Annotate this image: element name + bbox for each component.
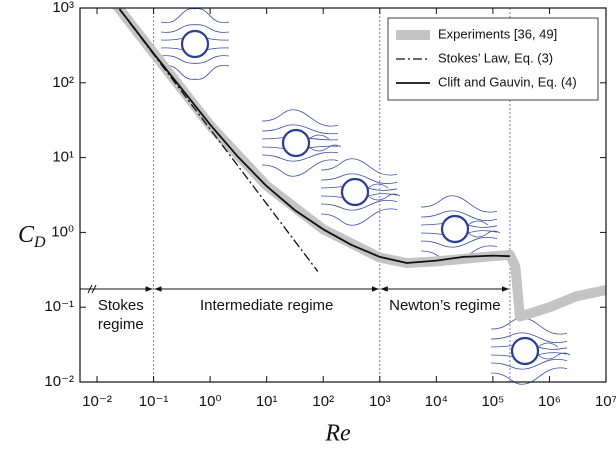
y-tick-label: 10¹ — [52, 149, 74, 166]
x-axis-title: Re — [324, 421, 351, 447]
x-tick-label: 10³ — [369, 393, 391, 410]
streamline — [160, 24, 230, 33]
y-tick-label: 10² — [52, 74, 74, 91]
series-line — [112, 8, 606, 322]
y-tick-label: 10⁰ — [51, 223, 74, 240]
y-axis-title: CD — [18, 222, 46, 251]
x-tick-label: 10⁴ — [425, 393, 448, 410]
x-tick-label: 10¹ — [256, 393, 278, 410]
legend-label: Clift and Gauvin, Eq. (4) — [438, 74, 577, 89]
flow-illustrations — [160, 8, 571, 385]
x-tick-label: 10² — [312, 393, 334, 410]
axis-break — [87, 284, 97, 294]
streamline — [261, 159, 339, 177]
flow-icon — [160, 8, 230, 80]
y-axis-title-main: C — [18, 222, 35, 248]
plot-frame — [79, 7, 607, 383]
streamline — [420, 210, 498, 221]
wake — [367, 183, 389, 189]
sphere — [281, 128, 311, 158]
sphere — [340, 177, 370, 207]
series-line — [118, 8, 510, 264]
streamline — [261, 109, 339, 127]
y-tick-label: 10³ — [52, 0, 74, 16]
streamline — [160, 64, 230, 80]
regime-label: Newton’s regime — [389, 297, 500, 314]
streamline — [160, 8, 230, 24]
flow-icon — [320, 158, 401, 226]
sphere — [510, 336, 540, 366]
wake — [537, 352, 571, 360]
legend-label: Stokes’ Law, Eq. (3) — [438, 50, 553, 65]
x-tick-label: 10⁵ — [481, 393, 504, 410]
streamline — [420, 237, 498, 248]
regime-label: regime — [98, 316, 144, 333]
streamline — [420, 195, 498, 213]
x-tick-label: 10⁻¹ — [139, 393, 169, 410]
streamline — [320, 173, 398, 184]
y-tick-label: 10⁻² — [44, 373, 74, 390]
sphere — [440, 214, 470, 244]
y-axis-title-sub: D — [33, 234, 46, 251]
x-tick-label: 10⁰ — [199, 393, 222, 410]
x-tick-label: 10⁶ — [538, 393, 561, 410]
streamline — [490, 367, 568, 385]
regime-label: Stokes — [98, 297, 144, 314]
wake — [467, 230, 501, 238]
x-tick-label: 10⁻² — [82, 393, 112, 410]
streamline — [261, 151, 339, 162]
wake — [467, 220, 489, 226]
streamline — [490, 317, 568, 335]
sphere — [180, 29, 210, 59]
wake — [367, 193, 401, 201]
legend-label: Experiments [36, 49] — [438, 26, 557, 41]
streamline — [320, 158, 398, 176]
streamline — [490, 332, 568, 343]
streamline — [490, 359, 568, 370]
flow-icon — [420, 195, 501, 263]
flow-icon — [490, 317, 571, 385]
wake — [308, 144, 342, 152]
streamline — [320, 208, 398, 226]
streamline — [261, 124, 339, 135]
y-tick-label: 10⁻¹ — [44, 298, 74, 315]
wake — [308, 134, 330, 140]
streamline — [160, 55, 230, 64]
flow-icon — [261, 109, 342, 177]
legend: Experiments [36, 49] Stokes’ Law, Eq. (3)… — [387, 17, 599, 101]
plot-area — [112, 8, 606, 382]
wake — [537, 342, 559, 348]
regime-label: Intermediate regime — [200, 297, 333, 314]
x-tick-label: 10⁷ — [595, 393, 616, 410]
streamline — [320, 200, 398, 211]
